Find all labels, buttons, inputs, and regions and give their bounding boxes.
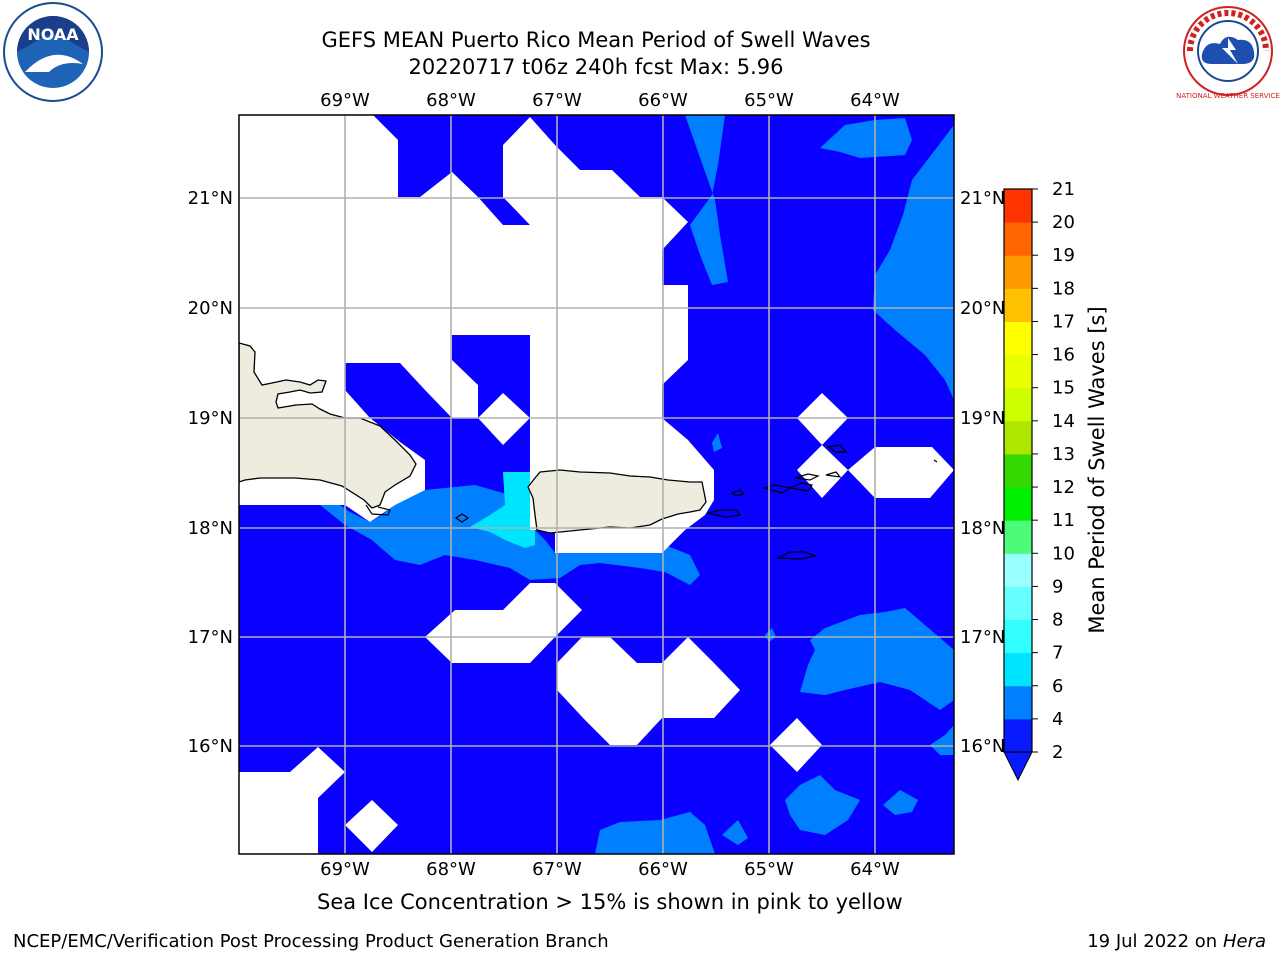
colorbar-tick-label: 10 <box>1052 543 1075 564</box>
colorbar-band <box>1004 553 1032 587</box>
lat-label-left: 18°N <box>188 518 233 539</box>
colorbar-tick-label: 21 <box>1052 179 1075 200</box>
colorbar-band <box>1004 520 1032 554</box>
colorbar-extend-triangle <box>1003 751 1033 782</box>
colorbar-band <box>1004 255 1032 289</box>
lon-label-top: 67°W <box>532 90 582 111</box>
ocean-period-6-7-zone <box>470 472 535 548</box>
lat-label-left: 20°N <box>188 298 233 319</box>
colorbar-tick-label: 15 <box>1052 378 1075 399</box>
nws-logo-text: NATIONAL WEATHER SERVICE <box>1176 92 1280 100</box>
lon-label-bottom: 67°W <box>532 859 582 880</box>
lon-label-top: 69°W <box>320 90 370 111</box>
lat-label-left: 21°N <box>188 188 233 209</box>
colorbar-tick-label: 18 <box>1052 278 1075 299</box>
colorbar-tick-label: 12 <box>1052 477 1075 498</box>
lat-label-right: 17°N <box>960 627 1005 648</box>
colorbar-tick-label: 8 <box>1052 610 1063 631</box>
colorbar-tick-label: 11 <box>1052 510 1075 531</box>
lon-label-top: 68°W <box>426 90 476 111</box>
footer-machine: Hera <box>1222 931 1266 952</box>
lon-label-top: 65°W <box>744 90 794 111</box>
colorbar: 2 4 6 7 8 9 10 11 12 13 14 15 16 17 18 19 20 21 <box>1003 179 1075 782</box>
colorbar-band <box>1004 189 1032 223</box>
colorbar-band <box>1004 586 1032 621</box>
colorbar-band <box>1004 685 1032 720</box>
noaa-logo-text: NOAA <box>27 25 79 44</box>
mona-island <box>454 513 470 523</box>
colorbar-band <box>1004 420 1032 455</box>
colorbar-tick-label: 4 <box>1052 709 1063 730</box>
colorbar-band <box>1004 354 1032 389</box>
colorbar-band <box>1004 453 1032 488</box>
colorbar-tick-label: 16 <box>1052 345 1075 366</box>
colorbar-tick-label: 7 <box>1052 643 1063 664</box>
lat-label-right: 18°N <box>960 518 1005 539</box>
sea-ice-note: Sea Ice Concentration > 15% is shown in … <box>317 890 903 914</box>
lon-label-top: 66°W <box>638 90 688 111</box>
lon-label-top: 64°W <box>850 90 900 111</box>
colorbar-band <box>1004 387 1032 422</box>
colorbar-frame <box>1003 188 1033 753</box>
lat-label-right: 19°N <box>960 408 1005 429</box>
noaa-logo: NOAA <box>3 2 103 102</box>
chart-title-line1: GEFS MEAN Puerto Rico Mean Period of Swe… <box>321 28 871 52</box>
ocean-period-4-6-zones <box>239 115 954 854</box>
lon-label-bottom: 66°W <box>638 859 688 880</box>
colorbar-label: Mean Period of Swell Waves [s] <box>1085 306 1109 634</box>
lat-label-left: 17°N <box>188 627 233 648</box>
lat-label-right: 21°N <box>960 188 1005 209</box>
chart-title-line2: 20220717 t06z 240h fcst Max: 5.96 <box>408 55 784 79</box>
colorbar-tick-label: 9 <box>1052 576 1063 597</box>
colorbar-band <box>1004 718 1032 753</box>
lat-label-right: 16°N <box>960 736 1005 757</box>
nws-logo: NATIONAL WEATHER SERVICE <box>1176 6 1280 100</box>
lat-label-left: 19°N <box>188 408 233 429</box>
hispaniola-inlet <box>365 504 391 516</box>
lat-label-left: 16°N <box>188 736 233 757</box>
lon-label-bottom: 65°W <box>744 859 794 880</box>
colorbar-band <box>1004 652 1032 687</box>
colorbar-tick-label: 6 <box>1052 676 1063 697</box>
puerto-rico-land <box>527 469 707 534</box>
colorbar-tick-label: 20 <box>1052 212 1075 233</box>
colorbar-tick-label: 17 <box>1052 311 1075 332</box>
graticule <box>239 115 954 854</box>
colorbar-tick-label: 14 <box>1052 411 1075 432</box>
colorbar-tick-label: 13 <box>1052 444 1075 465</box>
footer-date-text: 19 Jul 2022 on <box>1087 931 1223 952</box>
footer-date: 19 Jul 2022 on Hera <box>1087 931 1266 952</box>
colorbar-band <box>1004 487 1032 521</box>
lon-label-bottom: 64°W <box>850 859 900 880</box>
footer-branch: NCEP/EMC/Verification Post Processing Pr… <box>13 931 609 952</box>
virgin-islands <box>707 444 938 560</box>
colorbar-band <box>1004 619 1032 654</box>
colorbar-band <box>1004 321 1032 356</box>
lon-label-bottom: 69°W <box>320 859 370 880</box>
colorbar-band <box>1004 288 1032 322</box>
map-frame <box>238 114 955 855</box>
lon-label-bottom: 68°W <box>426 859 476 880</box>
colorbar-tick-label: 2 <box>1052 742 1063 763</box>
hispaniola-land <box>239 342 417 509</box>
lat-label-right: 20°N <box>960 298 1005 319</box>
colorbar-tick-label: 19 <box>1052 245 1075 266</box>
colorbar-band <box>1004 222 1032 256</box>
